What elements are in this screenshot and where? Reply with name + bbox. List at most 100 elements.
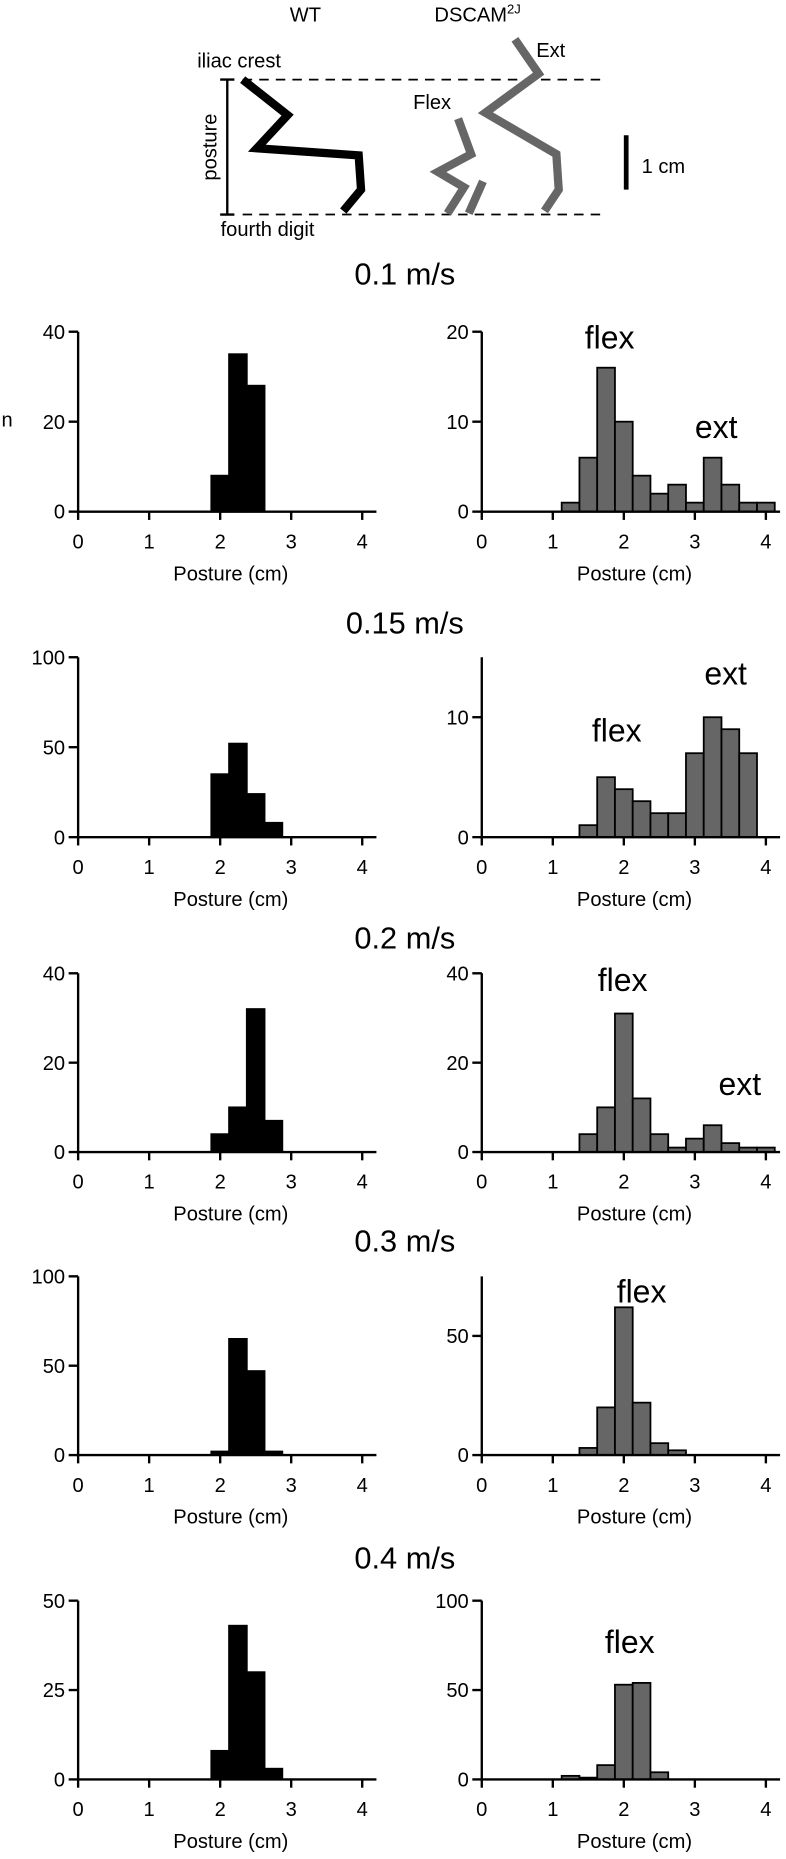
x-tick-label: 0 bbox=[73, 1172, 84, 1194]
x-tick-label: 0 bbox=[73, 531, 84, 553]
y-tick-label: 0 bbox=[458, 1770, 469, 1792]
bar bbox=[596, 776, 616, 839]
bar bbox=[685, 1137, 705, 1153]
histogram-chart: 0 1 2 3 4 0 50 100 Posture (cm) flex bbox=[435, 1591, 781, 1853]
x-tick-label: 2 bbox=[215, 857, 226, 879]
x-tick-label: 2 bbox=[618, 531, 629, 553]
y-tick-label: 20 bbox=[446, 322, 468, 344]
x-axis-label: Posture (cm) bbox=[173, 889, 288, 911]
bar bbox=[210, 474, 230, 513]
x-tick-label: 4 bbox=[357, 857, 368, 879]
bar bbox=[631, 1682, 652, 1781]
x-tick-label: 4 bbox=[357, 1475, 368, 1497]
y-tick-label: 50 bbox=[43, 1356, 65, 1378]
ext-label: Ext bbox=[536, 40, 565, 62]
scale-label: 1 cm bbox=[642, 156, 686, 178]
wt-limb bbox=[240, 76, 366, 214]
x-axis-label: Posture (cm) bbox=[577, 889, 692, 911]
y-tick-label: 0 bbox=[54, 502, 65, 524]
y-tick-label: 20 bbox=[446, 1053, 468, 1075]
bar bbox=[614, 788, 634, 839]
bar bbox=[263, 1767, 284, 1781]
histogram-chart: 0 1 2 3 4 0 50 100 Posture (cm) bbox=[32, 647, 377, 911]
y-tick-label: 10 bbox=[446, 412, 468, 434]
histogram-chart: 0 1 2 3 4 0 50 Posture (cm) flex bbox=[446, 1273, 781, 1529]
bar bbox=[649, 492, 670, 513]
bar bbox=[631, 800, 652, 839]
annotation: flex bbox=[585, 319, 635, 355]
x-tick-label: 0 bbox=[73, 857, 84, 879]
x-tick-label: 1 bbox=[144, 1799, 155, 1821]
annotation: flex bbox=[592, 712, 642, 748]
y-tick-label: 0 bbox=[54, 1445, 65, 1467]
bar bbox=[702, 716, 723, 839]
bar bbox=[649, 812, 670, 839]
x-tick-label: 3 bbox=[689, 1799, 700, 1821]
x-tick-label: 1 bbox=[547, 857, 558, 879]
x-tick-label: 3 bbox=[689, 1172, 700, 1194]
speed-title: 0.3 m/s bbox=[354, 1223, 455, 1258]
bar bbox=[614, 1683, 634, 1781]
bar bbox=[210, 1749, 230, 1781]
y-tick-label: 40 bbox=[43, 322, 65, 344]
bar bbox=[702, 1124, 723, 1153]
x-axis-label: Posture (cm) bbox=[173, 563, 288, 585]
bar bbox=[614, 1012, 634, 1153]
flex-label: Flex bbox=[413, 92, 451, 114]
histogram-chart: 0 1 2 3 4 0 10 Posture (cm) flex ext bbox=[446, 655, 781, 911]
y-tick-label: 50 bbox=[43, 737, 65, 759]
y-tick-label: 100 bbox=[32, 647, 66, 669]
y-tick-label: 0 bbox=[458, 827, 469, 849]
y-tick-label: 100 bbox=[435, 1591, 469, 1613]
speed-title: 0.2 m/s bbox=[354, 920, 455, 955]
x-tick-label: 2 bbox=[215, 1799, 226, 1821]
histogram-chart: 0 1 2 3 4 0 25 50 Posture (cm) bbox=[43, 1591, 377, 1853]
x-tick-label: 2 bbox=[215, 1172, 226, 1194]
bar bbox=[210, 1133, 230, 1153]
x-tick-label: 1 bbox=[144, 531, 155, 553]
bar bbox=[738, 501, 758, 513]
annotation: flex bbox=[598, 962, 648, 998]
x-tick-label: 4 bbox=[760, 1475, 771, 1497]
bar bbox=[720, 483, 741, 513]
bar bbox=[631, 474, 652, 513]
y-tick-label: 40 bbox=[43, 963, 65, 985]
x-tick-label: 0 bbox=[476, 1475, 487, 1497]
y-tick-label: 0 bbox=[54, 827, 65, 849]
bar bbox=[614, 1306, 634, 1456]
bar bbox=[228, 353, 248, 513]
bar bbox=[578, 824, 599, 839]
histogram-chart: 0 1 2 3 4 0 50 100 Posture (cm) bbox=[32, 1266, 377, 1529]
x-tick-label: 1 bbox=[547, 531, 558, 553]
x-tick-label: 3 bbox=[689, 531, 700, 553]
bar bbox=[245, 793, 266, 839]
bar bbox=[596, 366, 616, 513]
bar bbox=[738, 752, 758, 839]
y-tick-label: 0 bbox=[54, 1142, 65, 1164]
bar bbox=[263, 1119, 284, 1153]
mutant-base: DSCAM bbox=[434, 5, 507, 27]
bar bbox=[649, 1442, 670, 1456]
x-tick-label: 2 bbox=[618, 1475, 629, 1497]
bar bbox=[596, 1406, 616, 1456]
x-tick-label: 3 bbox=[689, 857, 700, 879]
x-tick-label: 4 bbox=[760, 857, 771, 879]
x-tick-label: 1 bbox=[144, 857, 155, 879]
x-tick-label: 1 bbox=[547, 1799, 558, 1821]
x-tick-label: 1 bbox=[547, 1172, 558, 1194]
bar bbox=[245, 1671, 266, 1781]
bar bbox=[685, 752, 705, 839]
x-tick-label: 3 bbox=[286, 1475, 297, 1497]
bar bbox=[614, 420, 634, 513]
annotation: ext bbox=[704, 655, 747, 691]
top-label: iliac crest bbox=[197, 51, 281, 73]
y-tick-label: 50 bbox=[446, 1680, 468, 1702]
bar bbox=[263, 821, 284, 839]
x-tick-label: 2 bbox=[618, 1172, 629, 1194]
bar bbox=[560, 501, 581, 513]
annotation: ext bbox=[695, 409, 738, 445]
bar bbox=[720, 728, 741, 839]
